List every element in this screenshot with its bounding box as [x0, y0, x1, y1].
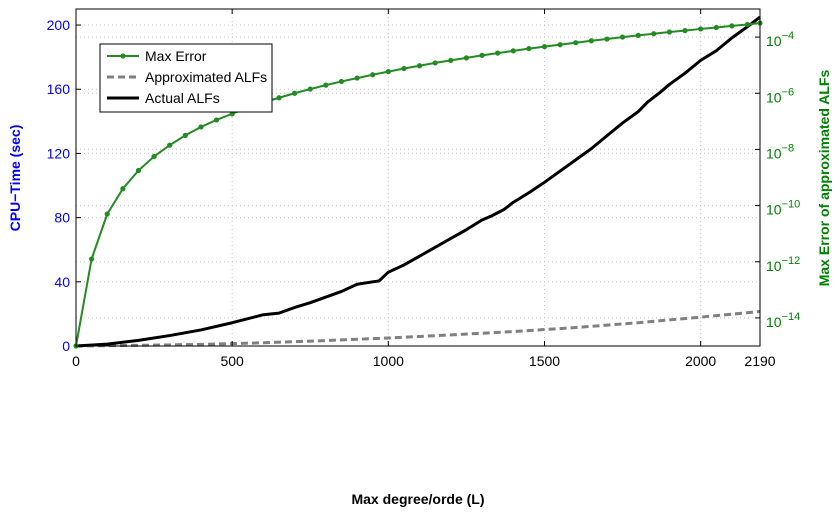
max-error-point — [213, 117, 220, 123]
max-error-point — [573, 40, 579, 46]
x-tick-label: 2000 — [685, 353, 716, 369]
y-left-tick-label: 200 — [47, 17, 71, 33]
x-tick-label: 0 — [72, 353, 80, 369]
max-error-point — [635, 32, 641, 38]
max-error-point — [510, 48, 516, 54]
y-right-tick-label: 10−8 — [766, 142, 794, 161]
series-layer — [73, 15, 763, 349]
max-error-point — [151, 153, 157, 160]
y-right-tick-label: 10−12 — [766, 255, 800, 274]
max-error-point — [479, 52, 485, 58]
x-tick-label: 1500 — [529, 353, 560, 369]
series-approximated-alfs — [75, 310, 761, 348]
legend-label-max-error: Max Error — [145, 48, 207, 64]
max-error-point — [120, 186, 126, 192]
max-error-point — [744, 21, 751, 28]
y-axis-title-right: Max Error of approximated ALFs — [816, 70, 832, 287]
plot-frame — [75, 8, 761, 347]
max-error-point — [104, 211, 110, 217]
max-error-point — [354, 75, 360, 81]
axes-layer: 0 500 1000 1500 2000 2190 0 40 80 120 160 200 10−14 1… — [47, 9, 800, 369]
y-left-tick-label: 40 — [54, 274, 70, 290]
max-error-point — [416, 63, 423, 69]
max-error-point — [198, 124, 204, 130]
x-tick-label: 2190 — [744, 353, 775, 369]
max-error-point — [401, 65, 407, 72]
max-error-point — [682, 28, 688, 34]
legend: Max Error Approximated ALFs Actual ALFs — [99, 43, 273, 113]
max-error-point — [182, 132, 188, 138]
max-error-point — [370, 72, 376, 78]
max-error-point — [89, 256, 95, 262]
max-error-point — [338, 78, 345, 85]
max-error-point — [292, 90, 298, 96]
y-left-tick-label: 160 — [47, 81, 71, 97]
max-error-point — [666, 29, 673, 35]
max-error-point — [448, 57, 454, 63]
max-error-point — [167, 142, 173, 148]
y-right-tick-label: 10−14 — [766, 311, 800, 330]
x-axis-title: Max degree/orde (L) — [351, 491, 484, 507]
max-error-point — [729, 23, 735, 29]
max-error-point — [463, 55, 470, 61]
max-error-point — [588, 38, 594, 44]
series-actual-alfs — [75, 15, 761, 348]
max-error-point — [651, 31, 657, 37]
max-error-point — [713, 24, 719, 31]
y-left-tick-label: 120 — [47, 145, 71, 161]
max-error-point — [135, 167, 142, 174]
max-error-point — [432, 60, 438, 66]
legend-label-approximated: Approximated ALFs — [145, 69, 267, 85]
max-error-point — [307, 86, 313, 92]
y-right-tick-label: 10−10 — [766, 199, 800, 218]
y-left-tick-label: 80 — [54, 210, 70, 226]
max-error-point — [698, 26, 704, 32]
max-error-point — [323, 82, 329, 88]
max-error-point — [541, 44, 548, 50]
max-error-point — [557, 42, 563, 48]
y-axis-title-left: CPU−Time (sec) — [7, 125, 23, 232]
max-error-point — [619, 34, 626, 40]
max-error-point — [385, 69, 391, 75]
x-tick-label: 1000 — [373, 353, 404, 369]
x-tick-label: 500 — [220, 353, 244, 369]
max-error-point — [526, 45, 532, 52]
max-error-point — [604, 36, 610, 42]
y-left-tick-label: 0 — [62, 338, 70, 354]
legend-marker-max-error — [120, 53, 126, 59]
y-right-tick-label: 10−4 — [766, 30, 794, 49]
max-error-point — [276, 95, 282, 101]
max-error-point — [495, 50, 501, 56]
legend-label-actual: Actual ALFs — [145, 90, 220, 106]
y-right-tick-label: 10−6 — [766, 86, 794, 105]
